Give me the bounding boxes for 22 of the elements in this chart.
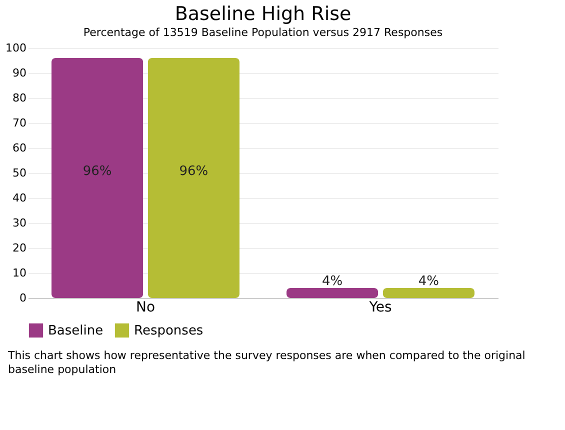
y-tick-label: 100: [6, 42, 26, 54]
chart-title: Baseline High Rise: [174, 3, 352, 25]
data-label: 96%: [179, 164, 208, 179]
y-tick-label: 90: [12, 66, 26, 80]
legend-label: Baseline: [48, 323, 104, 338]
data-label: 96%: [82, 164, 112, 179]
y-tick-label: 60: [12, 142, 26, 154]
y-tick-label: 10: [12, 266, 26, 280]
chart-subtitle: Percentage of 13519 Baseline Population versus 2917 Responses: [83, 26, 443, 39]
y-tick-label: 70: [12, 116, 26, 130]
y-tick-label: 30: [12, 216, 26, 230]
y-tick-label: 20: [12, 242, 26, 254]
y-tick-label: 40: [12, 192, 26, 204]
data-label: 4%: [322, 274, 343, 289]
y-tick-label: 50: [12, 166, 26, 180]
x-tick-label: No: [136, 300, 156, 316]
y-tick-label: 0: [20, 292, 26, 304]
legend-label: Responses: [134, 323, 204, 338]
data-label: 4%: [418, 274, 440, 289]
text: This chart shows how representative the survey responses are when compared to the original baseline population: [7, 349, 526, 376]
x-tick-label: Yes: [368, 300, 392, 316]
y-tick-label: 80: [12, 92, 26, 104]
